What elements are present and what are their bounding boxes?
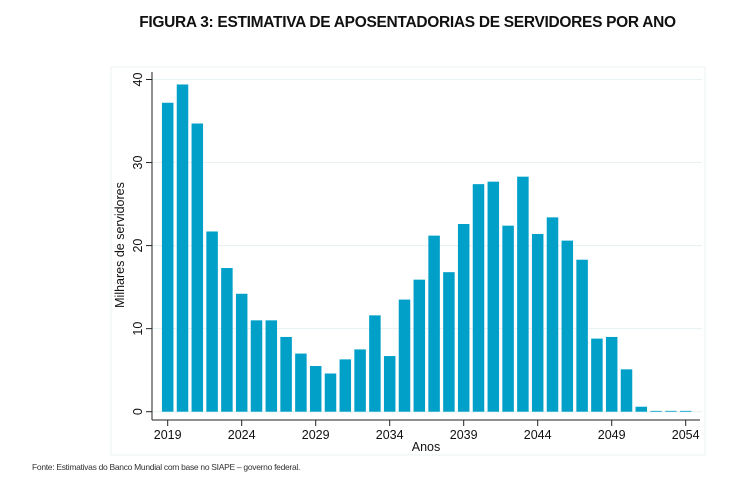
chart-title: FIGURA 3: ESTIMATIVA DE APOSENTADORIAS D… xyxy=(139,14,676,31)
bar-2054 xyxy=(679,410,692,412)
x-tick-label: 2044 xyxy=(524,428,552,442)
bar-2039 xyxy=(457,224,470,412)
x-tick-label: 2054 xyxy=(672,428,700,442)
x-tick-label: 2049 xyxy=(598,428,626,442)
y-tick-label: 40 xyxy=(131,73,145,87)
bars xyxy=(161,84,692,412)
bar-2032 xyxy=(354,349,366,412)
bar-2047 xyxy=(576,259,588,412)
x-tick-label: 2024 xyxy=(228,428,256,442)
y-tick-label: 10 xyxy=(131,322,145,336)
bar-2020 xyxy=(176,84,189,412)
bar-2021 xyxy=(191,123,204,412)
bar-2030 xyxy=(324,373,337,412)
bar-2051 xyxy=(635,406,648,412)
y-axis-title: Milhares de servidores xyxy=(113,182,127,308)
x-tick-label: 2034 xyxy=(376,428,404,442)
bar-2038 xyxy=(443,272,455,412)
bar-2041 xyxy=(487,181,500,412)
bar-2042 xyxy=(502,225,514,412)
bar-2050 xyxy=(620,369,633,412)
bar-2023 xyxy=(221,268,233,412)
bar-2024 xyxy=(235,293,248,412)
bar-2022 xyxy=(206,231,218,412)
plot-frame xyxy=(110,66,706,456)
bar-2044 xyxy=(531,233,544,412)
y-tick-label: 20 xyxy=(131,239,145,253)
x-axis-ticks: 2019 2024 2029 2034 2039 2044 2049 2054 xyxy=(154,420,700,442)
bar-2026 xyxy=(265,320,278,412)
bar-2036 xyxy=(413,279,426,412)
x-tick-label: 2029 xyxy=(302,428,330,442)
x-axis-title: Anos xyxy=(412,440,441,454)
bar-2031 xyxy=(339,359,352,412)
bar-2033 xyxy=(369,315,381,412)
bar-2034 xyxy=(383,356,396,412)
y-tick-label: 30 xyxy=(131,156,145,170)
bar-2019 xyxy=(161,102,174,412)
bar-2053 xyxy=(665,410,677,412)
bar-2045 xyxy=(546,217,559,412)
y-axis-ticks: 0 10 20 30 40 xyxy=(131,73,152,415)
bar-2049 xyxy=(605,336,618,412)
source-note: Fonte: Estimativas do Banco Mundial com … xyxy=(32,462,301,472)
bar-2028 xyxy=(295,353,307,412)
x-tick-label: 2019 xyxy=(154,428,182,442)
bar-2048 xyxy=(591,338,603,412)
bar-2029 xyxy=(309,366,322,412)
bar-2027 xyxy=(280,336,292,412)
bar-2035 xyxy=(398,299,411,412)
bar-2037 xyxy=(428,235,440,412)
bar-2040 xyxy=(472,184,485,412)
x-tick-label: 2039 xyxy=(450,428,478,442)
bar-2043 xyxy=(517,176,529,412)
y-tick-label: 0 xyxy=(131,408,145,415)
bar-2025 xyxy=(250,320,263,412)
gridlines xyxy=(152,79,702,413)
bar-2052 xyxy=(650,410,662,412)
bar-2046 xyxy=(561,240,574,412)
